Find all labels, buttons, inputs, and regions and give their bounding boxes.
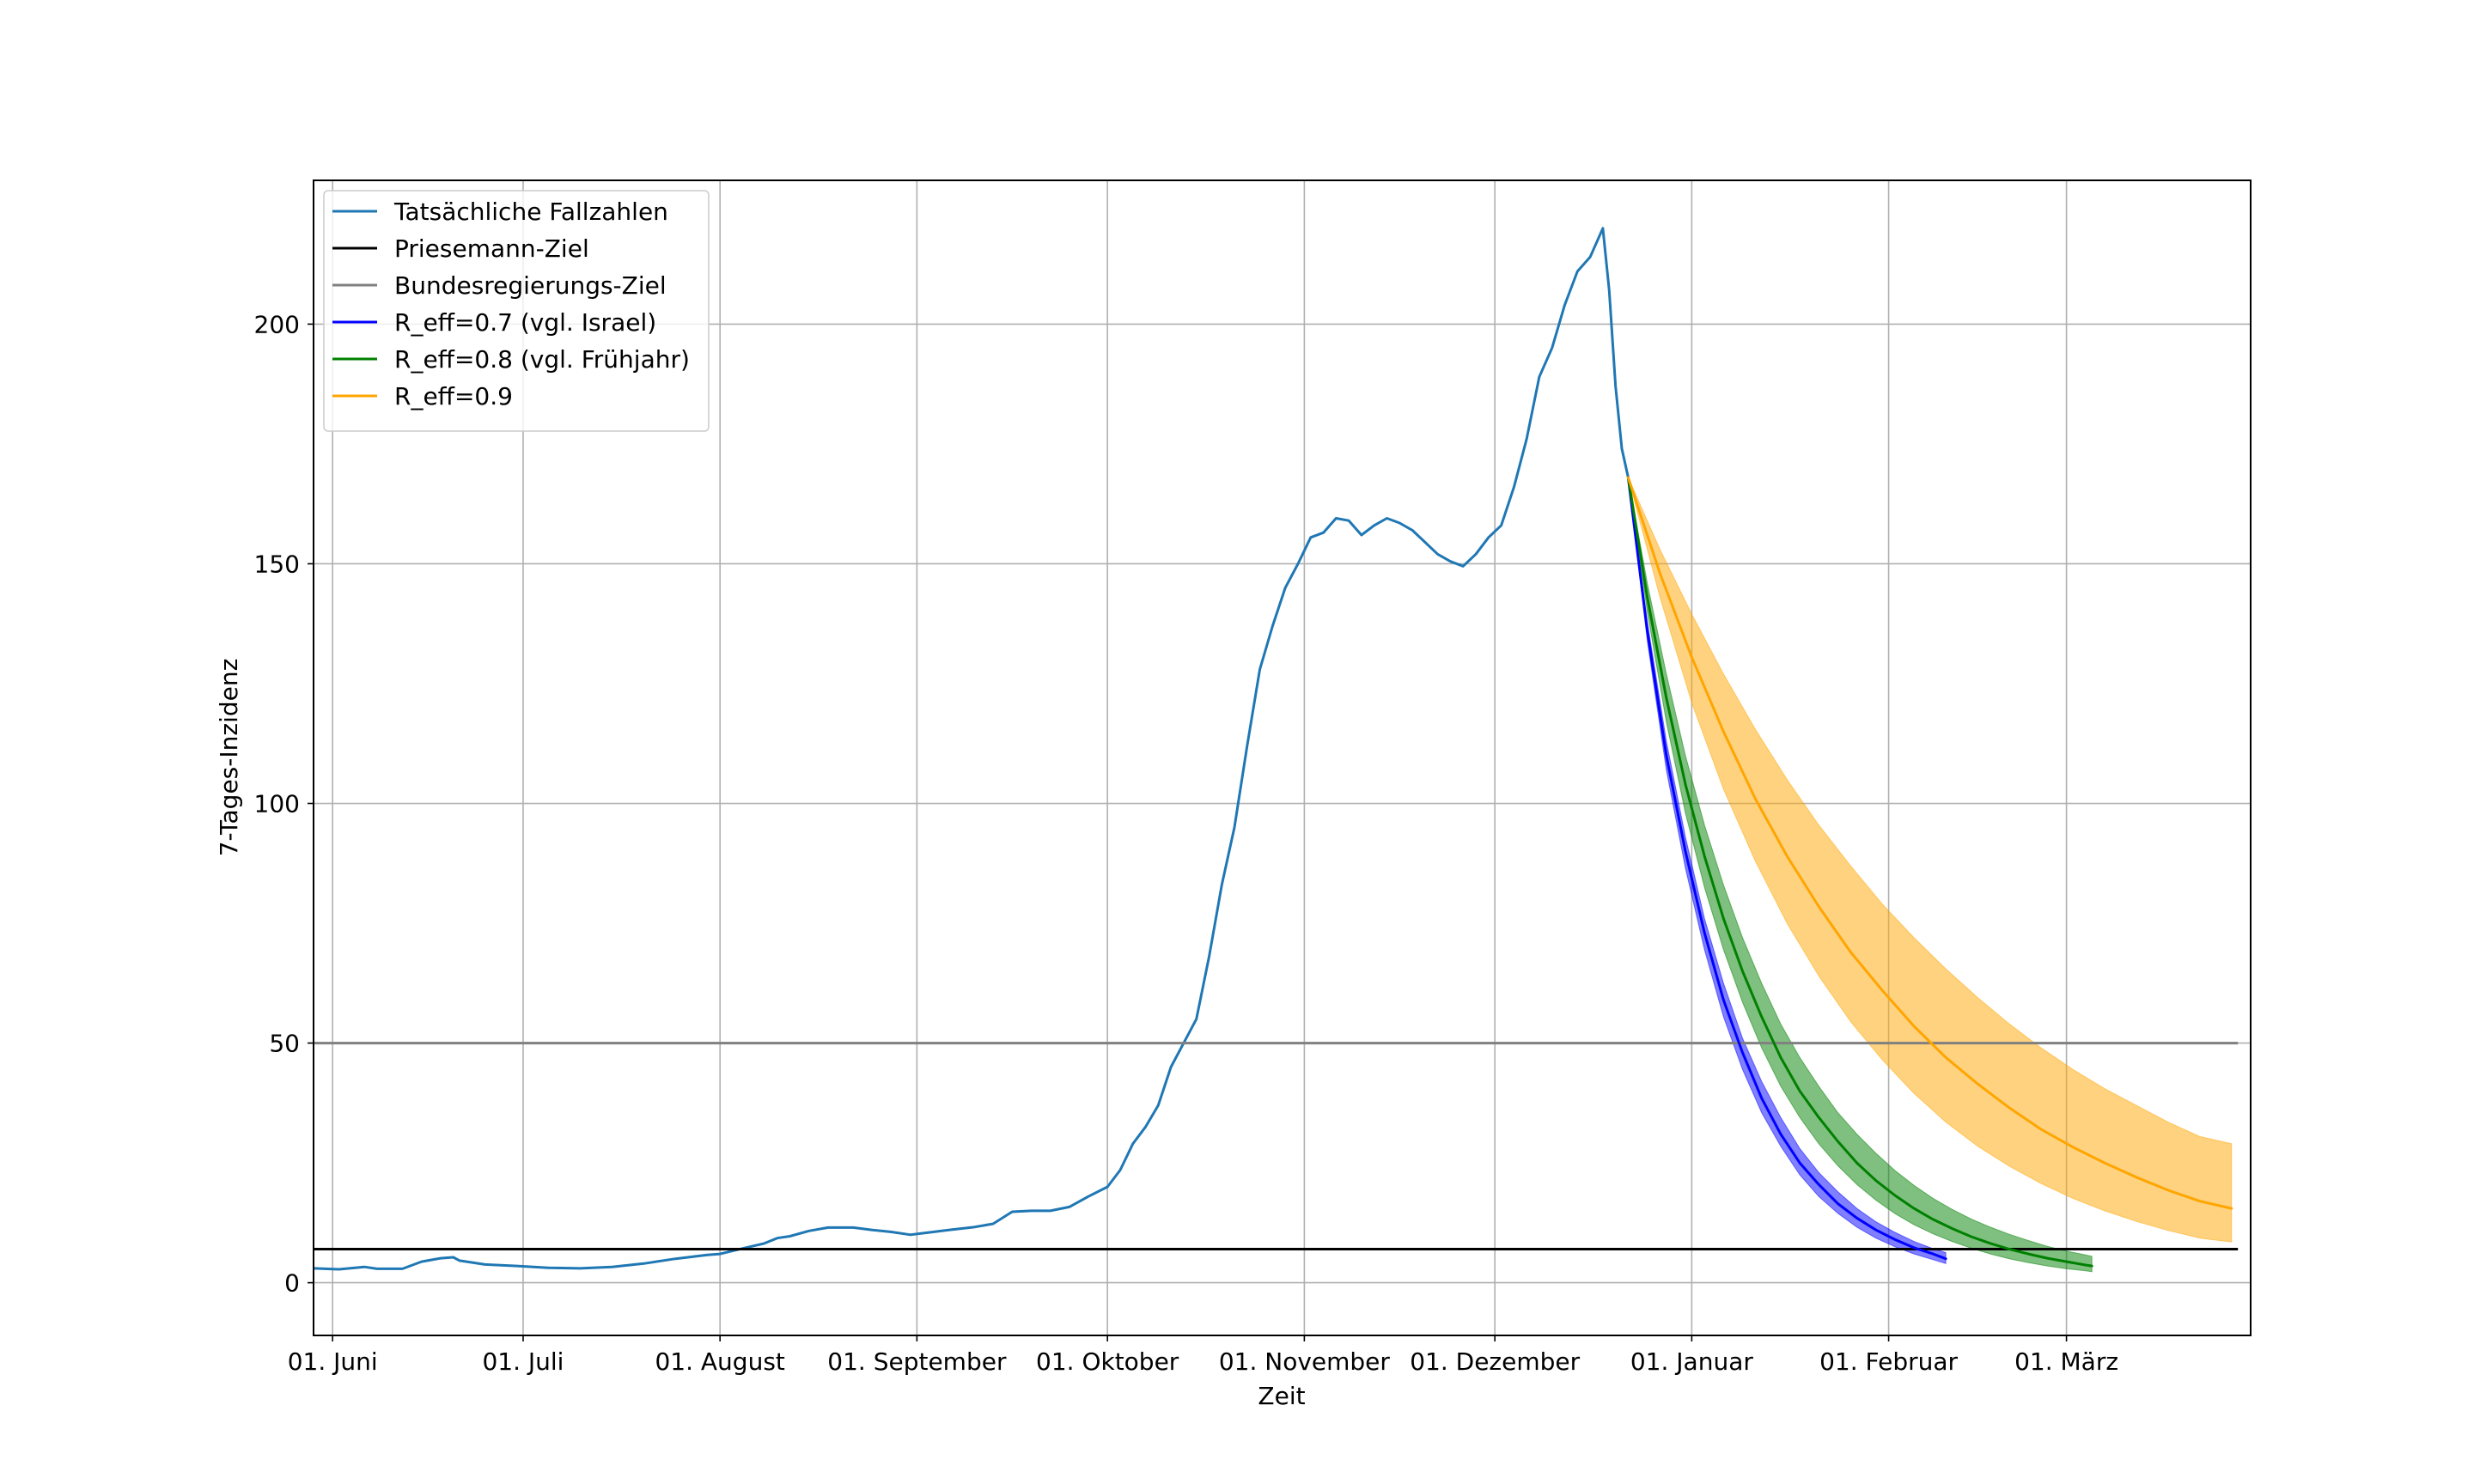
- y-tick-label: 0: [284, 1269, 300, 1298]
- legend-box: [323, 190, 710, 432]
- x-axis-label: Zeit: [1258, 1382, 1305, 1410]
- y-axis-label: 7-Tages-Inzidenz: [215, 659, 243, 857]
- r-eff-0-9-band: [1627, 477, 2233, 1243]
- x-tick-label: 01. September: [827, 1347, 1007, 1376]
- legend: Tatsächliche Fallzahlen Priesemann-Ziel Bu…: [323, 190, 710, 432]
- legend-label: R_eff=0.8 (vgl. Frühjahr): [394, 345, 690, 374]
- x-tick-label: 01. Juni: [288, 1347, 378, 1376]
- r-eff-0-7-vgl-israel-line: [1626, 476, 1947, 1261]
- r-eff-0-8-vgl-fruehjahr-line: [1626, 476, 2093, 1268]
- x-tick-label: 01. Dezember: [1410, 1347, 1580, 1376]
- r-eff-0-8-vgl-fruehjahr-band: [1627, 477, 2093, 1273]
- x-tick-label: 01. Januar: [1630, 1347, 1753, 1376]
- y-tick-label: 50: [269, 1030, 300, 1058]
- y-tick-label: 150: [254, 550, 300, 578]
- x-tick-label: 01. Februar: [1819, 1347, 1958, 1376]
- y-tick-label: 200: [254, 310, 300, 338]
- x-tick-label: 01. Oktober: [1036, 1347, 1179, 1376]
- x-axis-ticks: 01. Juni 01. Juli 01. August 01. September 0…: [288, 1335, 2118, 1376]
- x-tick-label: 01. März: [2014, 1347, 2118, 1376]
- series-lines: [314, 227, 2239, 1271]
- x-tick-label: 01. Juli: [482, 1347, 564, 1376]
- y-axis-ticks: 0 50 100 150 200: [254, 310, 314, 1298]
- r-eff-0-9-line: [1626, 476, 2233, 1210]
- x-tick-label: 01. August: [655, 1347, 784, 1376]
- plot-area-frame: [313, 179, 2252, 1336]
- tatsaechliche-fallzahlen-line: [314, 227, 1630, 1271]
- x-tick-label: 01. November: [1219, 1347, 1391, 1376]
- y-tick-label: 100: [254, 790, 300, 818]
- legend-label: R_eff=0.7 (vgl. Israel): [394, 308, 656, 337]
- legend-label: Tatsächliche Fallzahlen: [393, 198, 668, 226]
- legend-label: R_eff=0.9: [394, 382, 513, 411]
- legend-label: Priesemann-Ziel: [394, 234, 589, 263]
- legend-label: Bundesregierungs-Ziel: [394, 271, 667, 300]
